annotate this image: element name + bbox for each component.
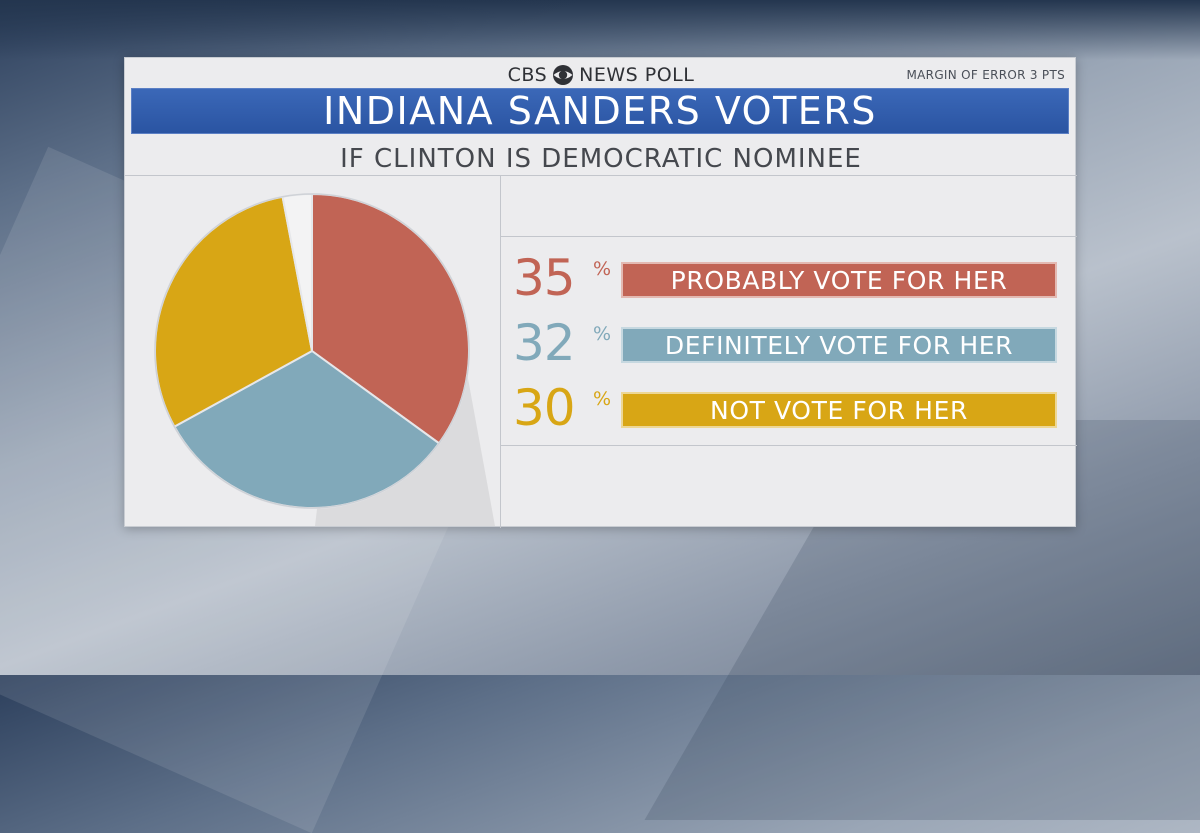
margin-of-error: MARGIN OF ERROR 3 PTS [906, 68, 1065, 82]
pie-outline [154, 193, 470, 509]
legend-rule [501, 236, 1077, 237]
legend-percent-sign: % [593, 323, 612, 345]
header-divider [125, 175, 1077, 176]
legend-percent: 32 [513, 314, 576, 372]
legend-label: NOT VOTE FOR HER [621, 392, 1057, 428]
legend-item: 35% PROBABLY VOTE FOR HER [513, 250, 1073, 306]
poll-panel: CBS NEWS POLL MARGIN OF ERROR 3 PTS INDI… [124, 57, 1077, 528]
legend-percent-sign: % [593, 258, 612, 280]
logo-cbs-text: CBS [507, 64, 548, 86]
chart-subtitle: IF CLINTON IS DEMOCRATIC NOMINEE [340, 144, 862, 174]
cbs-news-poll-logo: CBS NEWS POLL [125, 64, 1077, 86]
cbs-eye-icon [553, 65, 574, 85]
legend-item: 32% DEFINITELY VOTE FOR HER [513, 315, 1073, 371]
pie-chart [125, 176, 500, 528]
legend-percent: 35 [513, 249, 576, 307]
legend-item: 30% NOT VOTE FOR HER [513, 380, 1073, 436]
legend-percent-sign: % [593, 388, 612, 410]
legend-label: PROBABLY VOTE FOR HER [621, 262, 1057, 298]
legend-percent: 30 [513, 379, 576, 437]
legend-rule [501, 445, 1077, 446]
column-divider [500, 176, 501, 528]
title-bar: INDIANA SANDERS VOTERS [131, 88, 1069, 134]
pie-chart-svg [154, 192, 495, 526]
chart-title: INDIANA SANDERS VOTERS [323, 89, 877, 133]
background-top-shade [0, 0, 1200, 60]
logo-news-poll-text: NEWS POLL [579, 64, 695, 86]
legend-label: DEFINITELY VOTE FOR HER [621, 327, 1057, 363]
